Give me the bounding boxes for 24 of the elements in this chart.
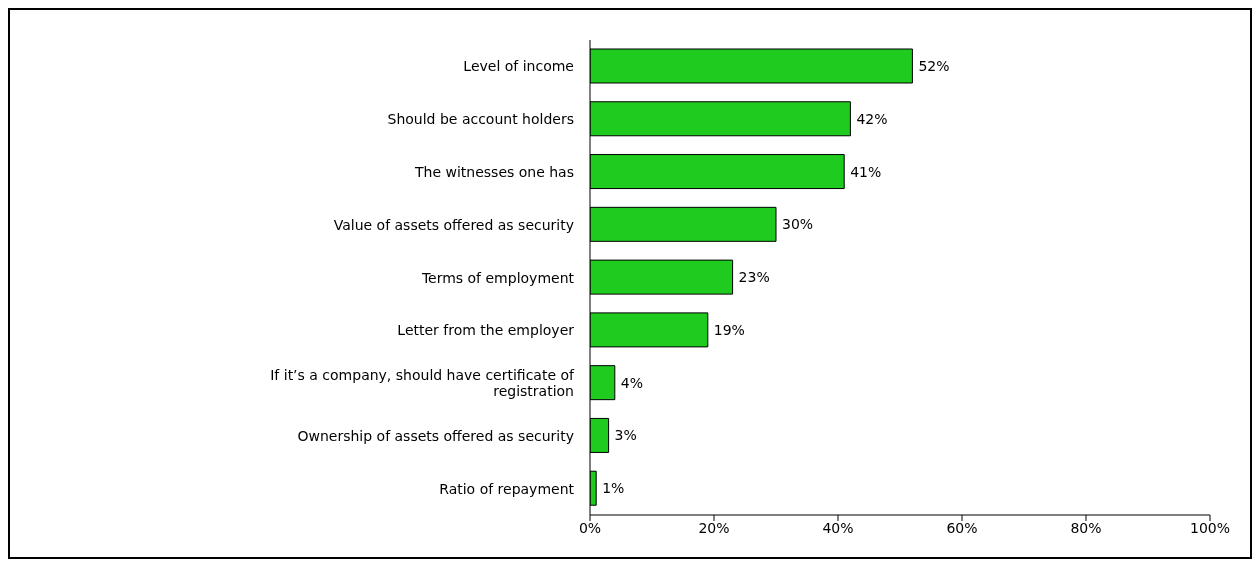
x-tick-label: 20%: [698, 519, 730, 536]
x-tick-label: 60%: [946, 519, 978, 536]
y-tick-label: Level of income: [463, 58, 574, 75]
y-tick-label: The witnesses one has: [414, 163, 574, 180]
data-label: 52%: [918, 58, 950, 74]
y-tick-label: If it’s a company, should have certificate of registration: [270, 367, 576, 400]
y-tick-label: Terms of employment: [420, 269, 575, 286]
data-label: 30%: [782, 216, 814, 233]
data-label: 41%: [850, 163, 882, 180]
y-tick-label: Should be account holders: [387, 111, 574, 128]
data-label: 23%: [738, 269, 770, 286]
y-tick-label: Value of assets offered as security: [333, 216, 574, 233]
x-tick-label: 40%: [822, 519, 854, 536]
x-tick-label: 0%: [578, 519, 602, 536]
data-label: 4%: [620, 374, 644, 391]
data-label: 42%: [856, 110, 888, 127]
data-label: 3%: [614, 427, 637, 444]
x-tick-label: 100%: [1189, 519, 1231, 536]
data-label: 19%: [713, 321, 745, 338]
data-label: 1%: [602, 480, 625, 497]
y-tick-label: Ratio of repayment: [439, 480, 575, 497]
y-tick-label: Ownership of assets offered as security: [297, 427, 574, 444]
y-tick-label: Letter from the employer: [397, 322, 575, 339]
x-tick-label: 80%: [1070, 519, 1102, 536]
